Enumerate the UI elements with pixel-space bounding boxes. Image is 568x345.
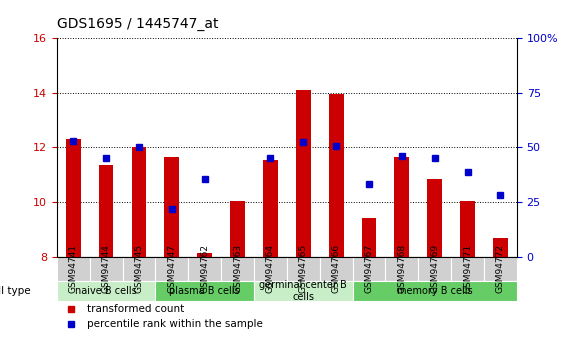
Bar xyxy=(484,257,517,281)
Text: GDS1695 / 1445747_at: GDS1695 / 1445747_at xyxy=(57,17,218,31)
Text: GSM94762: GSM94762 xyxy=(200,244,209,293)
Bar xyxy=(254,257,287,281)
Bar xyxy=(123,257,156,281)
Bar xyxy=(197,253,212,257)
Text: cell type: cell type xyxy=(0,286,31,296)
Bar xyxy=(460,201,475,257)
Text: germinal center B
cells: germinal center B cells xyxy=(260,280,347,302)
Bar xyxy=(221,257,254,281)
Bar xyxy=(156,281,254,300)
Bar xyxy=(254,281,353,300)
Bar xyxy=(57,281,156,300)
Text: GSM94763: GSM94763 xyxy=(233,244,242,293)
Text: GSM94765: GSM94765 xyxy=(299,244,308,293)
Text: GSM94769: GSM94769 xyxy=(430,244,439,293)
Text: GSM94766: GSM94766 xyxy=(332,244,341,293)
Bar xyxy=(132,147,147,257)
Bar xyxy=(353,281,517,300)
Bar xyxy=(287,257,320,281)
Text: naive B cells: naive B cells xyxy=(75,286,137,296)
Bar xyxy=(362,218,377,257)
Bar xyxy=(156,257,188,281)
Bar xyxy=(394,157,410,257)
Bar xyxy=(230,201,245,257)
Bar xyxy=(99,165,114,257)
Text: GSM94741: GSM94741 xyxy=(69,244,78,293)
Text: percentile rank within the sample: percentile rank within the sample xyxy=(87,318,262,328)
Bar xyxy=(263,160,278,257)
Text: memory B cells: memory B cells xyxy=(397,286,473,296)
Bar xyxy=(320,257,353,281)
Bar xyxy=(188,257,221,281)
Bar xyxy=(90,257,123,281)
Bar xyxy=(164,157,179,257)
Bar xyxy=(57,257,90,281)
Bar xyxy=(427,179,442,257)
Bar xyxy=(418,257,451,281)
Bar xyxy=(329,94,344,257)
Text: GSM94745: GSM94745 xyxy=(135,244,144,293)
Bar xyxy=(386,257,418,281)
Bar xyxy=(353,257,386,281)
Text: GSM94747: GSM94747 xyxy=(168,244,176,293)
Text: transformed count: transformed count xyxy=(87,304,184,314)
Bar xyxy=(296,90,311,257)
Text: GSM94771: GSM94771 xyxy=(463,244,472,293)
Text: GSM94768: GSM94768 xyxy=(398,244,406,293)
Text: GSM94767: GSM94767 xyxy=(365,244,374,293)
Text: GSM94764: GSM94764 xyxy=(266,244,275,293)
Bar xyxy=(451,257,484,281)
Bar xyxy=(66,139,81,257)
Bar xyxy=(493,238,508,257)
Text: plasma B cells: plasma B cells xyxy=(169,286,240,296)
Text: GSM94744: GSM94744 xyxy=(102,244,111,293)
Text: GSM94772: GSM94772 xyxy=(496,244,505,293)
